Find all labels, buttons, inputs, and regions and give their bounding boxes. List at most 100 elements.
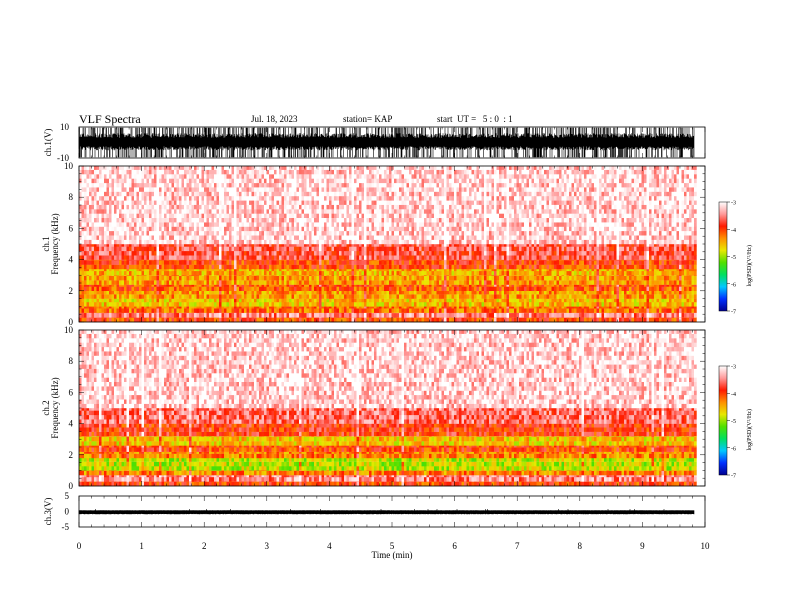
spectrogram-cell bbox=[79, 284, 82, 287]
spectrogram-cell bbox=[261, 317, 265, 323]
spectrogram-cell bbox=[266, 269, 270, 272]
spectrogram-cell bbox=[246, 306, 250, 309]
spectrogram-cell bbox=[236, 196, 240, 201]
spectrogram-cell bbox=[229, 204, 232, 210]
spectrogram-cell bbox=[131, 239, 135, 245]
spectrogram-cell bbox=[359, 298, 362, 303]
spectrogram-cell bbox=[321, 270, 325, 276]
spectrogram-cell bbox=[286, 269, 290, 272]
spectrogram-cell bbox=[324, 286, 327, 291]
spectrogram-cell bbox=[331, 294, 335, 299]
spectrogram-cell bbox=[209, 246, 212, 252]
spectrogram-cell bbox=[194, 270, 197, 276]
spectrogram-cell bbox=[176, 275, 180, 276]
spectrogram-cell bbox=[141, 298, 145, 303]
spectrogram-cell bbox=[326, 275, 330, 276]
spectrogram-cell bbox=[344, 313, 347, 318]
spectrogram-cell bbox=[241, 196, 245, 201]
spectrogram-cell bbox=[279, 239, 282, 245]
spectrogram-cell bbox=[141, 222, 145, 227]
spectrogram-cell bbox=[256, 306, 260, 309]
spectrogram-cell bbox=[364, 166, 367, 170]
spectrogram-cell bbox=[166, 200, 170, 205]
spectrogram-cell bbox=[311, 290, 315, 295]
spectrogram-cell bbox=[159, 178, 162, 184]
spectrogram-cell bbox=[314, 239, 317, 245]
spectrogram-cell bbox=[179, 280, 182, 285]
spectrogram-cell bbox=[314, 280, 317, 285]
spectrogram-cell bbox=[109, 246, 112, 252]
spectrogram-cell bbox=[301, 174, 305, 179]
spectrogram-cell bbox=[131, 178, 135, 184]
spectrogram-cell bbox=[244, 244, 247, 247]
spectrogram-cell bbox=[179, 317, 182, 323]
spectrogram-cell bbox=[119, 178, 122, 184]
spectrogram-cell bbox=[266, 239, 270, 245]
spectrogram-cell bbox=[221, 222, 225, 227]
spectrogram-cell bbox=[334, 290, 337, 295]
spectrogram-cell bbox=[104, 166, 107, 170]
spectrogram-cell bbox=[301, 259, 305, 261]
spectrogram-cell bbox=[311, 259, 315, 261]
spectrogram-cell bbox=[116, 178, 120, 184]
spectrogram-cell bbox=[361, 174, 365, 179]
spectrogram-cell bbox=[309, 204, 312, 210]
spectrogram-cell bbox=[201, 222, 205, 227]
spectrogram-cell bbox=[159, 244, 162, 247]
spectrogram-cell bbox=[231, 280, 235, 285]
spectrogram-cell bbox=[94, 275, 97, 276]
spectrogram-cell bbox=[109, 230, 112, 236]
spectrogram-cell bbox=[356, 226, 360, 232]
spectrogram-cell bbox=[306, 230, 310, 236]
spectrogram-cell bbox=[96, 284, 100, 287]
spectrogram-cell bbox=[354, 244, 357, 247]
spectrogram-cell bbox=[249, 217, 252, 223]
spectrogram-cell bbox=[166, 166, 170, 170]
spectrogram-cell bbox=[274, 269, 277, 272]
spectrogram-cell bbox=[131, 191, 135, 197]
spectrogram-cell bbox=[259, 269, 262, 272]
spectrogram-cell bbox=[119, 191, 122, 197]
spectrogram-cell bbox=[206, 302, 210, 307]
spectrogram-cell bbox=[116, 275, 120, 281]
spectrogram-cell bbox=[186, 200, 190, 205]
spectrogram-cell bbox=[79, 290, 82, 295]
spectrogram-cell bbox=[239, 286, 242, 291]
spectrogram-cell bbox=[99, 209, 102, 214]
spectrogram-cell bbox=[141, 269, 145, 272]
spectrogram-cell bbox=[364, 187, 367, 192]
spectrogram-cell bbox=[339, 302, 342, 307]
spectrogram-cell bbox=[264, 255, 267, 260]
spectrogram-cell bbox=[291, 255, 295, 260]
spectrogram-cell bbox=[309, 235, 312, 240]
spectrogram-cell bbox=[374, 239, 377, 245]
spectrogram-cell bbox=[151, 209, 155, 214]
spectrogram-cell bbox=[279, 313, 282, 318]
spectrogram-cell bbox=[239, 260, 242, 265]
spectrogram-cell bbox=[331, 280, 335, 285]
spectrogram-cell bbox=[146, 222, 150, 227]
spectrogram-cell bbox=[304, 308, 307, 313]
spectrogram-cell bbox=[199, 217, 202, 223]
spectrogram-cell bbox=[101, 290, 105, 295]
spectrogram-cell bbox=[216, 306, 220, 309]
spectrogram-cell bbox=[231, 284, 235, 287]
spectrogram-cell bbox=[81, 191, 85, 197]
spectrogram-cell bbox=[96, 246, 100, 252]
spectrogram-cell bbox=[81, 244, 85, 247]
spectrogram-cell bbox=[359, 166, 362, 170]
spectrogram-cell bbox=[301, 280, 305, 285]
spectrogram-cell bbox=[374, 260, 377, 265]
spectrogram-cell bbox=[276, 169, 280, 175]
spectrogram-cell bbox=[244, 290, 247, 295]
spectrogram-cell bbox=[269, 255, 272, 260]
spectrogram-cell bbox=[119, 235, 122, 240]
spectrogram-cell bbox=[111, 306, 115, 309]
spectrogram-cell bbox=[316, 230, 320, 236]
spectrogram-cell bbox=[231, 196, 235, 201]
spectrogram-cell bbox=[284, 308, 287, 313]
spectrogram-cell bbox=[331, 235, 335, 240]
spectrogram-cell bbox=[339, 191, 342, 197]
spectrogram-cell bbox=[81, 259, 85, 261]
spectrogram-cell bbox=[351, 302, 355, 307]
